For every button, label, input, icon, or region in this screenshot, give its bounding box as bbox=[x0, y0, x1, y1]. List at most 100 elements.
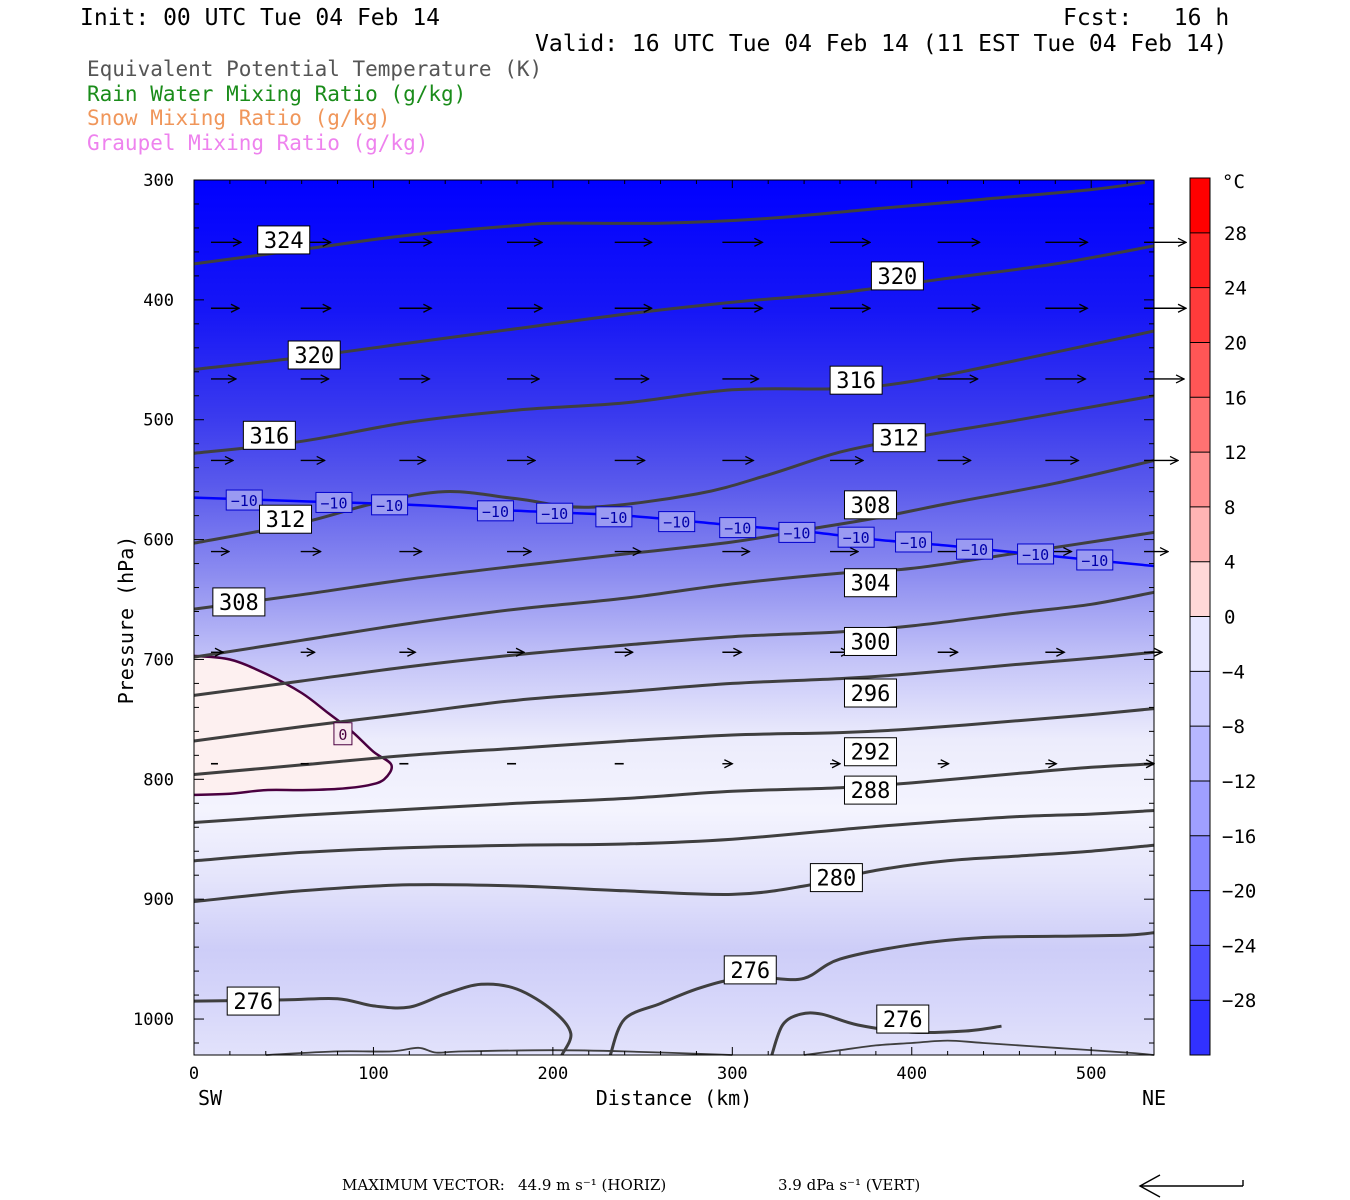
theta-e-contour-296 bbox=[193, 650, 1155, 743]
max-vector-horizontal: 44.9 m s⁻¹ (HORIZ) bbox=[518, 1176, 667, 1194]
legend-rain-water: Rain Water Mixing Ratio (g/kg) bbox=[87, 82, 467, 106]
contour-label: 288 bbox=[851, 779, 891, 804]
x-tick-label: 0 bbox=[189, 1064, 199, 1084]
isotherm-label: −10 bbox=[961, 541, 988, 559]
contour-label: 320 bbox=[878, 265, 918, 290]
colorbar-bin bbox=[1190, 616, 1210, 672]
isotherm-label-box bbox=[536, 502, 574, 524]
theta-e-contour-316 bbox=[193, 329, 1155, 455]
legend-graupel: Graupel Mixing Ratio (g/kg) bbox=[87, 131, 429, 155]
theta-e-contour-292 bbox=[193, 707, 1155, 776]
colorbar-label: 0 bbox=[1224, 607, 1235, 629]
theta-e-contour-276 bbox=[193, 982, 573, 1056]
isotherm-label: −10 bbox=[482, 503, 509, 521]
colorbar-bin bbox=[1190, 726, 1210, 782]
isotherm-label-box bbox=[956, 538, 994, 560]
colorbar-label: 8 bbox=[1224, 497, 1235, 519]
isotherm-label: −10 bbox=[541, 505, 568, 523]
isotherm-label-box bbox=[315, 491, 353, 513]
isotherm-label-box bbox=[1076, 549, 1114, 571]
y-tick-label: 400 bbox=[143, 291, 174, 311]
colorbar-bin bbox=[1190, 397, 1210, 453]
theta-e-contour-284 bbox=[193, 809, 1155, 863]
isotherm-label-box bbox=[658, 511, 696, 533]
x-axis-title: Distance (km) bbox=[596, 1086, 753, 1110]
contour-label: 300 bbox=[851, 630, 891, 655]
isotherm-label: −10 bbox=[663, 514, 690, 532]
theta-e-contour-312 bbox=[193, 394, 1155, 545]
x-tick-label: 200 bbox=[538, 1064, 569, 1084]
x-tick-label: 400 bbox=[896, 1064, 927, 1084]
valid-time: Valid: 16 UTC Tue 04 Feb 14 (11 EST Tue … bbox=[535, 31, 1228, 57]
contour-label: 308 bbox=[851, 494, 891, 519]
theta-e-contour-288 bbox=[193, 762, 1155, 824]
isotherm-label-box bbox=[476, 500, 514, 522]
colorbar-label: −4 bbox=[1222, 661, 1245, 683]
contour-label-box bbox=[843, 490, 897, 520]
contour-label-box bbox=[257, 225, 311, 255]
isotherm-label: −10 bbox=[600, 509, 627, 527]
theta-e-contour-324 bbox=[193, 180, 1146, 266]
init-time: Init: 00 UTC Tue 04 Feb 14 bbox=[80, 5, 441, 31]
colorbar-bin bbox=[1190, 342, 1210, 398]
legend-theta-e: Equivalent Potential Temperature (K) bbox=[87, 57, 543, 81]
contour-label-box bbox=[876, 1004, 930, 1034]
colorbar-label: −8 bbox=[1222, 716, 1245, 738]
isotherm-label-box bbox=[595, 506, 633, 528]
plot-frame bbox=[193, 179, 1155, 1056]
contour-label: 276 bbox=[233, 990, 273, 1015]
y-tick-label: 600 bbox=[143, 531, 174, 551]
colorbar-bin bbox=[1190, 452, 1210, 508]
isotherm-label-box bbox=[333, 722, 353, 746]
forecast-hour: Fcst: 16 h bbox=[1063, 5, 1230, 31]
contour-label-box bbox=[843, 737, 897, 767]
temperature-colorbar: 28 24 20 16 12 8 4 0 −4 −8 −12 −16 −20 −24 −28 bbox=[1189, 177, 1256, 1056]
y-tick-label: 900 bbox=[143, 890, 174, 910]
isotherm-label-box bbox=[1017, 543, 1055, 565]
colorbar-bin bbox=[1190, 835, 1210, 892]
contour-label-box bbox=[843, 568, 897, 598]
isotherm-label: −10 bbox=[783, 524, 810, 542]
y-axis-title: Pressure (hPa) bbox=[114, 536, 138, 705]
colorbar-bin bbox=[1190, 506, 1210, 563]
isotherm-label-box bbox=[837, 526, 875, 548]
colorbar-label: −24 bbox=[1222, 935, 1256, 957]
contour-label: 276 bbox=[883, 1008, 923, 1033]
theta-e-contour-276 bbox=[608, 931, 1155, 1056]
isotherm-label-box bbox=[895, 531, 933, 553]
isotherm-label: −10 bbox=[231, 492, 258, 510]
y-tick-label: 300 bbox=[143, 171, 174, 191]
max-vector-label: MAXIMUM VECTOR: bbox=[342, 1176, 505, 1194]
contour-label-box bbox=[872, 423, 926, 453]
isotherm-label: −10 bbox=[376, 497, 403, 515]
max-vector-vertical: 3.9 dPa s⁻¹ (VERT) bbox=[778, 1176, 921, 1194]
x-tick-label: 100 bbox=[358, 1064, 389, 1084]
colorbar-label: −12 bbox=[1222, 771, 1256, 793]
colorbar-label: 16 bbox=[1224, 387, 1247, 409]
contour-label-box bbox=[287, 340, 341, 370]
colorbar-label: 12 bbox=[1224, 442, 1247, 464]
isotherm-label: −10 bbox=[320, 494, 347, 512]
contour-label: 316 bbox=[836, 369, 876, 394]
isotherm-label: 0 bbox=[338, 726, 347, 744]
theta-e-contour-272 bbox=[803, 1039, 1155, 1056]
temperature-field bbox=[194, 180, 1154, 1055]
contour-label: 296 bbox=[851, 682, 891, 707]
theta-e-contour-280 bbox=[193, 843, 1155, 904]
colorbar-label: 20 bbox=[1224, 332, 1247, 354]
colorbar-label: 28 bbox=[1224, 223, 1247, 245]
colorbar-label: −20 bbox=[1222, 881, 1256, 903]
colorbar-bin bbox=[1190, 780, 1210, 837]
contour-label-box bbox=[870, 261, 924, 291]
colorbar-label: 24 bbox=[1224, 278, 1247, 300]
theta-e-contour-320 bbox=[193, 244, 1155, 371]
contour-label: 276 bbox=[730, 959, 770, 984]
x-tick-label: 300 bbox=[717, 1064, 748, 1084]
contour-label: 304 bbox=[851, 572, 891, 597]
theta-e-contour-276 bbox=[770, 1011, 1002, 1056]
isotherm-label-box bbox=[778, 521, 816, 543]
contour-label: 320 bbox=[294, 344, 334, 369]
isotherm-label: −10 bbox=[843, 529, 870, 547]
colorbar-bin bbox=[1190, 1000, 1210, 1056]
